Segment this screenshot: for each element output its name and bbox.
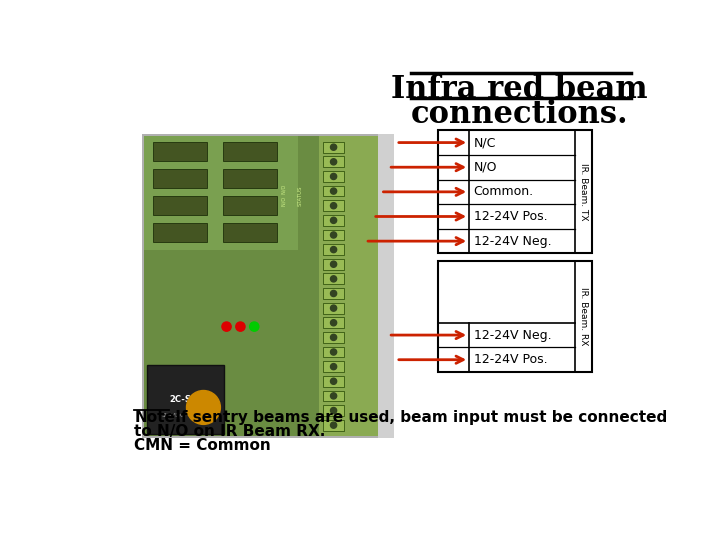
Bar: [323, 361, 344, 372]
Circle shape: [330, 247, 337, 253]
Circle shape: [330, 276, 337, 282]
Bar: [153, 222, 207, 242]
Bar: [323, 142, 344, 153]
Text: Common.: Common.: [474, 185, 534, 198]
Bar: [153, 142, 207, 161]
Circle shape: [330, 422, 337, 428]
Circle shape: [330, 334, 337, 340]
Bar: [323, 259, 344, 269]
Bar: [153, 168, 207, 188]
Text: STATUS: STATUS: [297, 185, 302, 206]
Circle shape: [250, 322, 259, 331]
Bar: [323, 376, 344, 387]
Bar: [378, 134, 394, 438]
Circle shape: [330, 202, 337, 209]
Circle shape: [330, 217, 337, 224]
Circle shape: [235, 322, 245, 331]
Bar: [323, 288, 344, 299]
Text: IR. Beam. TX: IR. Beam. TX: [580, 163, 588, 221]
Bar: [144, 137, 378, 436]
Circle shape: [330, 188, 337, 194]
Text: 2C-S10: 2C-S10: [169, 395, 202, 404]
Text: Note:: Note:: [134, 410, 181, 425]
Bar: [142, 134, 381, 438]
Circle shape: [330, 408, 337, 414]
Bar: [222, 195, 276, 215]
Bar: [323, 171, 344, 182]
Bar: [144, 137, 298, 249]
Text: .28VDC: .28VDC: [161, 413, 184, 417]
Bar: [222, 168, 276, 188]
Text: If sentry beams are used, beam input must be connected: If sentry beams are used, beam input mus…: [171, 410, 667, 425]
Bar: [323, 420, 344, 430]
Text: 12-24V Pos.: 12-24V Pos.: [474, 210, 547, 223]
Bar: [323, 273, 344, 284]
Text: to N/O on IR Beam RX.: to N/O on IR Beam RX.: [134, 423, 325, 438]
Circle shape: [330, 305, 337, 311]
Circle shape: [186, 390, 220, 424]
Bar: [323, 318, 344, 328]
Bar: [323, 303, 344, 314]
Bar: [323, 157, 344, 167]
Bar: [323, 186, 344, 197]
Bar: [153, 195, 207, 215]
Bar: [148, 365, 224, 434]
Circle shape: [330, 291, 337, 296]
Circle shape: [330, 173, 337, 179]
Circle shape: [330, 393, 337, 399]
Circle shape: [330, 320, 337, 326]
Circle shape: [330, 363, 337, 370]
Bar: [438, 130, 593, 253]
Bar: [323, 200, 344, 211]
Circle shape: [330, 159, 337, 165]
Bar: [323, 405, 344, 416]
Text: 12-24V Neg.: 12-24V Neg.: [474, 328, 552, 342]
Circle shape: [222, 322, 231, 331]
Text: N/O: N/O: [474, 161, 498, 174]
Bar: [323, 230, 344, 240]
Text: 12-24V Pos.: 12-24V Pos.: [474, 353, 547, 366]
Text: 12-24V Neg.: 12-24V Neg.: [474, 234, 552, 248]
Bar: [323, 332, 344, 343]
Text: connections.: connections.: [410, 99, 628, 131]
Bar: [323, 215, 344, 226]
Bar: [323, 244, 344, 255]
Text: CMN = Common: CMN = Common: [134, 438, 271, 453]
Bar: [323, 390, 344, 401]
Circle shape: [330, 232, 337, 238]
Bar: [319, 137, 378, 436]
Text: N/C: N/C: [474, 136, 496, 149]
Bar: [222, 222, 276, 242]
Text: N/O  N/O: N/O N/O: [282, 185, 287, 206]
Text: IR. Beam. RX: IR. Beam. RX: [580, 287, 588, 346]
Circle shape: [330, 261, 337, 267]
Circle shape: [330, 378, 337, 384]
Bar: [323, 347, 344, 357]
Circle shape: [330, 349, 337, 355]
Bar: [222, 142, 276, 161]
Bar: [438, 261, 593, 372]
Circle shape: [330, 144, 337, 150]
Text: Infra red beam: Infra red beam: [391, 74, 647, 105]
